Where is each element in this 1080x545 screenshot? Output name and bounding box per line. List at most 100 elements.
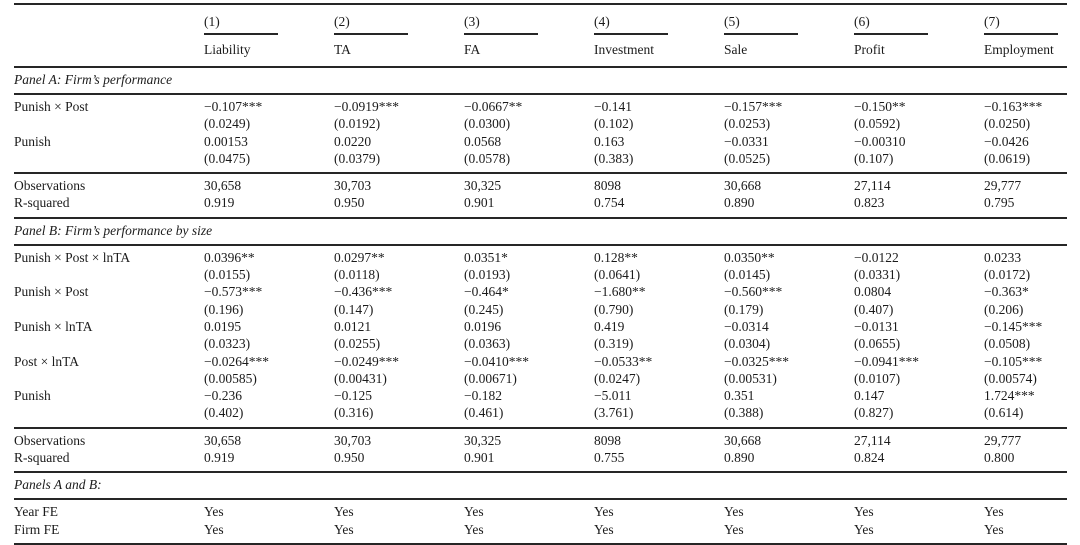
panel-a-stats: Observations 30,658 30,703 30,325 8098 30,668… [14,172,1067,218]
value-cell: −0.0426 [984,133,1029,149]
column-name: Liability [204,35,334,68]
value-cell: (0.790) [594,301,634,317]
value-cell: 0.0350** [724,249,775,265]
row-label [14,115,204,132]
value-cell: 0.901 [464,195,495,211]
row-label [14,404,204,427]
value-cell: 0.890 [724,195,755,211]
value-cell: (0.0172) [984,267,1031,283]
value-cell: 0.795 [984,195,1015,211]
value-cell: 8098 [594,172,724,195]
table-row: Punish × lnTA 0.0195 0.0121 0.0196 0.419 −0.0… [14,318,1067,335]
panel-b-coefficients: Punish × Post × lnTA 0.0396** 0.0297** 0.03… [14,245,1067,428]
table-row: R-squared 0.919 0.950 0.901 0.755 0.890 0.824 0… [14,449,1067,472]
value-cell: 0.0351* [464,249,508,265]
panel-a-coefficients: Punish × Post −0.107*** −0.0919*** −0.0667*… [14,94,1067,173]
value-cell: 0.0233 [984,249,1022,265]
value-cell: 0.0195 [204,318,242,334]
value-cell: −0.0667** [464,99,523,114]
value-cell: (0.0379) [334,150,381,166]
value-cell: −0.0941*** [854,353,919,369]
value-cell: 0.0196 [464,318,502,334]
value-cell: −0.125 [334,388,372,404]
value-cell: (0.102) [594,116,634,132]
table-row: Firm FE Yes Yes Yes Yes Yes Yes Yes [14,521,1067,544]
row-label: Punish [14,133,51,149]
value-cell: −0.0533** [594,353,653,369]
empty-header-cell [14,4,204,35]
value-cell: 30,703 [334,426,464,450]
value-cell: −0.107*** [204,99,263,114]
row-label: R-squared [14,450,70,466]
panel-b-title: Panel B: Firm’s performance by size [14,216,1067,246]
value-cell: −0.0122 [854,249,899,265]
table-row: Punish −0.236 −0.125 −0.182 −5.011 0.351 0.147… [14,387,1067,404]
table-row: (0.0475) (0.0379) (0.0578) (0.383) (0.0525) (… [14,150,1067,173]
value-cell: (0.0304) [724,336,771,352]
value-cell: (0.388) [724,405,764,421]
value-cell: 30,325 [464,172,594,195]
panel-title-row: Panel B: Firm’s performance by size [14,216,1067,246]
value-cell: (3.761) [594,405,634,421]
value-cell: −5.011 [594,388,632,404]
value-cell: (0.0363) [464,336,511,352]
value-cell: −0.0325*** [724,353,789,369]
column-underline [464,33,538,35]
value-cell: −0.145*** [984,318,1043,334]
value-cell: (0.0592) [854,116,901,132]
value-cell: −0.560*** [724,284,783,300]
row-label: Observations [14,172,204,195]
value-cell: (0.0323) [204,336,251,352]
value-cell: 0.755 [594,450,625,466]
value-cell: (0.402) [204,405,244,421]
value-cell: −0.163*** [984,99,1043,114]
value-cell: 29,777 [984,172,1067,195]
value-cell: (0.0655) [854,336,901,352]
value-cell: −0.141 [594,99,632,114]
column-header: (3) [464,4,594,35]
value-cell: (0.196) [204,301,244,317]
value-cell: Yes [594,521,614,537]
column-name: Investment [594,35,724,68]
value-cell: Yes [594,498,724,521]
column-underline [984,33,1058,35]
value-cell: 0.901 [464,450,495,466]
value-cell: 0.754 [594,195,625,211]
value-cell: (0.614) [984,405,1024,421]
value-cell: −0.436*** [334,284,393,300]
value-cell: 29,777 [984,426,1067,450]
value-cell: 0.419 [594,318,625,334]
value-cell: (0.0300) [464,116,511,132]
value-cell: 0.890 [724,450,755,466]
table-row: R-squared 0.919 0.950 0.901 0.754 0.890 0.823 0… [14,194,1067,217]
value-cell: (0.0193) [464,267,511,283]
value-cell: 0.0804 [854,284,892,300]
value-cell: 30,703 [334,172,464,195]
table-row: Punish × Post × lnTA 0.0396** 0.0297** 0.03… [14,245,1067,266]
value-cell: −0.236 [204,388,242,404]
value-cell: 0.00153 [204,133,248,149]
value-cell: 0.0568 [464,133,502,149]
value-cell: (0.00574) [984,370,1037,386]
row-label: Punish × lnTA [14,318,93,334]
row-label: Punish × Post [14,99,89,114]
value-cell: Yes [464,521,484,537]
value-cell: −0.0331 [724,133,769,149]
value-cell: 0.950 [334,450,365,466]
value-cell: −0.0264*** [204,353,269,369]
table-row: Observations 30,658 30,703 30,325 8098 30,668… [14,172,1067,195]
value-cell: (0.00431) [334,370,387,386]
row-label: Punish × Post [14,284,89,300]
table-row: Post × lnTA −0.0264*** −0.0249*** −0.0410**… [14,353,1067,370]
row-label [14,335,204,352]
value-cell: (0.0578) [464,150,511,166]
panel-a-title: Panel A: Firm’s performance [14,66,1067,95]
value-cell: 0.0121 [334,318,372,334]
table-row: Observations 30,658 30,703 30,325 8098 30,668… [14,426,1067,450]
column-name: Profit [854,35,984,68]
table-row: (0.0323) (0.0255) (0.0363) (0.319) (0.0304) (… [14,335,1067,352]
value-cell: (0.0192) [334,116,381,132]
value-cell: 0.919 [204,450,235,466]
value-cell: Yes [464,498,594,521]
value-cell: 30,668 [724,426,854,450]
